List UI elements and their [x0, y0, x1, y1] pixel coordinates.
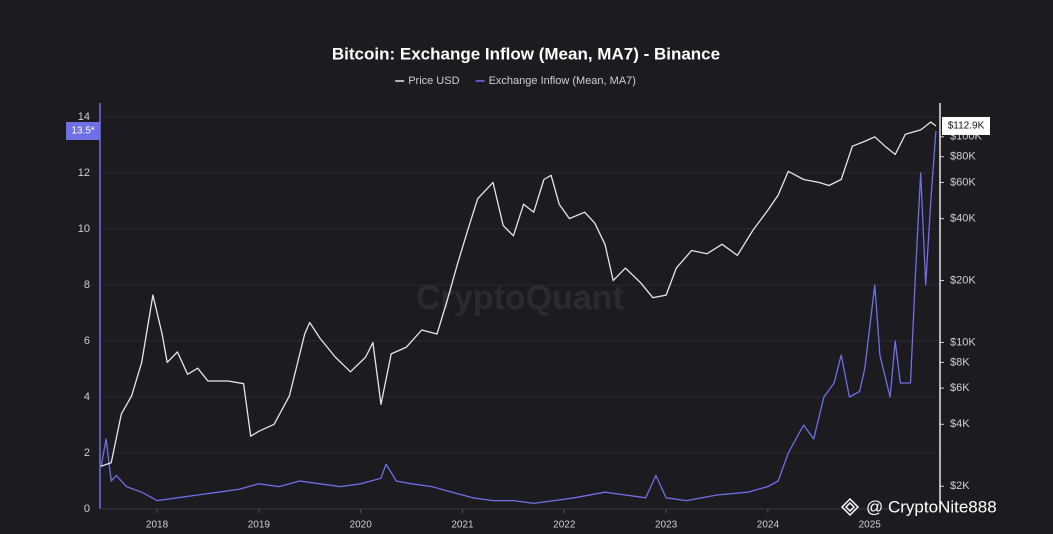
y-tick-label: 10 [78, 223, 90, 235]
x-tick-label: 2025 [859, 520, 882, 531]
x-tick-label: 2019 [248, 520, 271, 531]
y2-tick-label: $20K [950, 274, 976, 286]
chart-title: Bitcoin: Exchange Inflow (Mean, MA7) - B… [332, 44, 720, 63]
y-tick-label: 2 [84, 447, 90, 459]
right-badge: $112.9K [948, 121, 985, 132]
y2-tick-label: $8K [950, 356, 970, 368]
y2-tick-label: $60K [950, 176, 976, 188]
y2-tick-label: $6K [950, 382, 970, 394]
y2-tick-label: $4K [950, 418, 970, 430]
legend-label: Exchange Inflow (Mean, MA7) [489, 75, 636, 87]
credit-icon [840, 497, 860, 517]
x-tick-label: 2020 [350, 520, 373, 531]
credit: @ CryptoNite888 [866, 497, 997, 516]
x-tick-label: 2018 [146, 520, 169, 531]
series-line [100, 130, 937, 505]
y-tick-label: 14 [78, 111, 90, 123]
y2-tick-label: $2K [950, 480, 970, 492]
y-tick-label: 6 [84, 335, 90, 347]
x-tick-label: 2024 [757, 520, 780, 531]
right-badge-box [942, 116, 990, 135]
legend-label: Price USD [408, 75, 459, 87]
series-line [100, 121, 937, 467]
left-badge: 13.5* [71, 126, 94, 137]
y-tick-label: 0 [84, 503, 90, 515]
y-tick-label: 4 [84, 391, 90, 403]
x-tick-label: 2022 [553, 520, 576, 531]
y2-tick-label: $80K [950, 151, 976, 163]
x-tick-label: 2023 [655, 520, 678, 531]
y2-tick-label: $10K [950, 336, 976, 348]
x-tick-label: 2021 [451, 520, 474, 531]
left-badge-box [66, 122, 100, 140]
y-tick-label: 12 [78, 167, 90, 179]
y2-tick-label: $40K [950, 213, 976, 225]
y-tick-label: 8 [84, 279, 90, 291]
